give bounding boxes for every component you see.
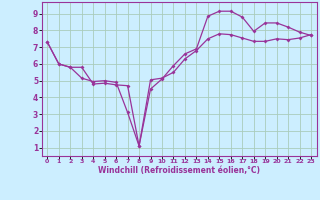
X-axis label: Windchill (Refroidissement éolien,°C): Windchill (Refroidissement éolien,°C) xyxy=(98,166,260,175)
